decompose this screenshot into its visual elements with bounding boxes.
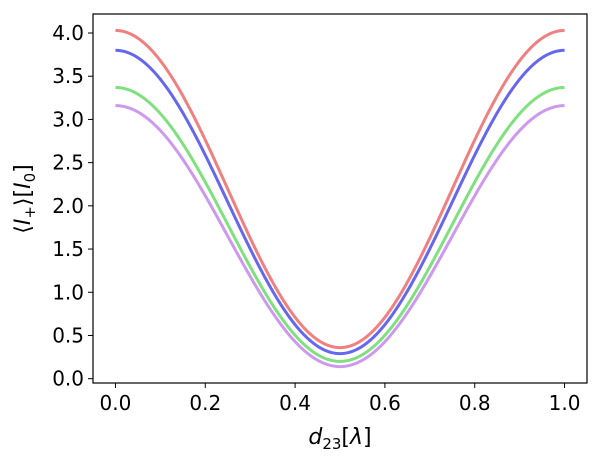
x-tick-label: 0.2: [189, 391, 221, 415]
series-layer: [115, 28, 565, 369]
y-tick-label: 1.0: [52, 280, 84, 304]
x-tick-label: 0.0: [100, 391, 132, 415]
x-axis-label: d23[λ]: [308, 425, 371, 453]
x-tick-label: 0.4: [279, 391, 311, 415]
plot-frame: [92, 13, 588, 384]
y-tick-label: 1.5: [52, 237, 84, 261]
series-line-1: [115, 28, 565, 350]
series-line-3: [115, 85, 565, 363]
y-tick-label: 4.0: [52, 21, 84, 45]
x-tick-label: 1.0: [549, 391, 581, 415]
x-axis-ticks: 0.0 0.2 0.4 0.6 0.8 1.0: [100, 383, 581, 415]
y-tick-label: 0.5: [52, 323, 84, 347]
series-line-2: [115, 48, 565, 356]
y-tick-label: 3.5: [52, 64, 84, 88]
y-axis-ticks: 0.0 0.5 1.0 1.5 2.0 2.5 3.0 3.5 4.0: [52, 21, 93, 391]
series-line-4: [115, 104, 565, 369]
y-tick-label: 2.5: [52, 151, 84, 175]
y-axis-label: ⟨I+⟩[I0]: [11, 164, 39, 233]
y-tick-label: 3.0: [52, 107, 84, 131]
y-tick-label: 2.0: [52, 194, 84, 218]
y-tick-label: 0.0: [52, 367, 84, 391]
x-tick-label: 0.8: [459, 391, 491, 415]
x-tick-label: 0.6: [369, 391, 401, 415]
